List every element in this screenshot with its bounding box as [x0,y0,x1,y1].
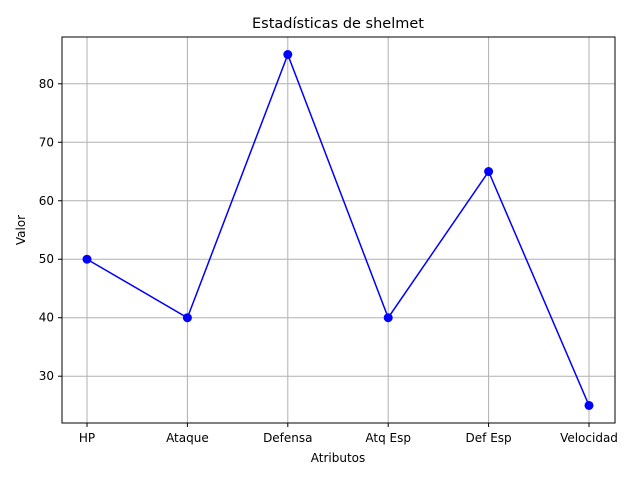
data-point [82,254,92,264]
x-tick-label: Atq Esp [365,431,411,445]
data-point [484,167,494,177]
y-tick-label: 50 [39,252,54,266]
series-line [86,52,590,406]
x-tick-label: HP [79,431,95,445]
data-point [584,400,594,410]
x-tick-label: Def Esp [466,431,512,445]
y-tick-label: 40 [39,311,54,325]
plot-area-frame [61,36,616,424]
data-point [383,313,393,323]
data-series [82,50,594,410]
data-point [182,313,192,323]
y-tick-label: 70 [39,135,54,149]
x-tick-label: Defensa [263,431,312,445]
y-tick-label: 30 [39,369,54,383]
x-tick-label: Velocidad [560,431,618,445]
x-tick-label: Ataque [166,431,209,445]
y-axis-label: Valor [14,215,28,245]
chart-title: Estadísticas de shelmet [252,16,424,32]
grid-lines [62,37,615,423]
axis-ticks: HP Ataque Defensa Atq Esp Def Esp Velocidad 30… [39,77,618,445]
y-tick-label: 60 [39,194,54,208]
data-point [283,50,293,60]
x-axis-label: Atributos [311,451,366,465]
y-tick-label: 80 [39,77,54,91]
